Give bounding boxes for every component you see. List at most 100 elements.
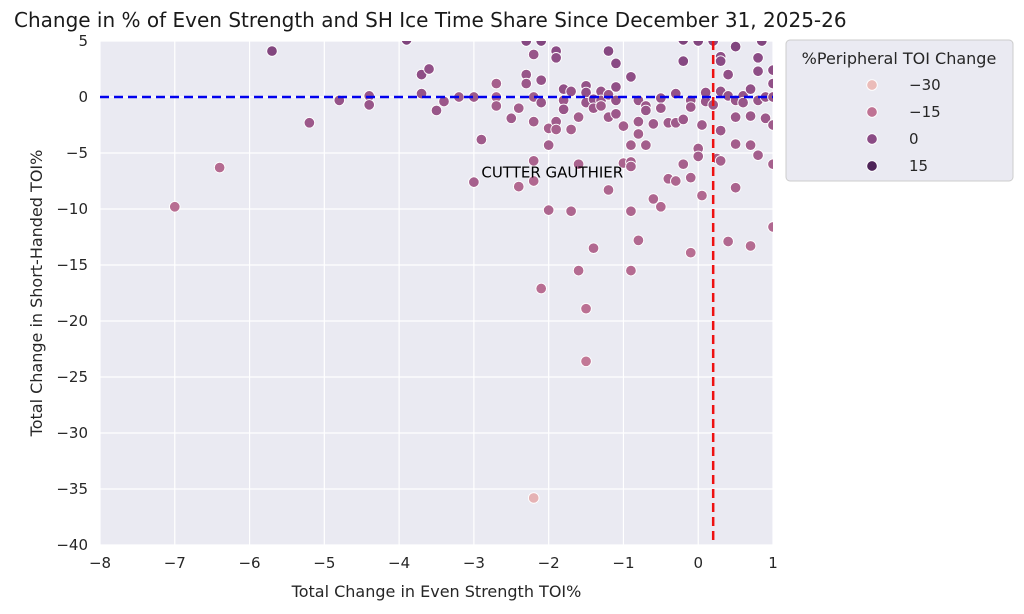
data-point — [647, 118, 660, 130]
data-point — [505, 112, 518, 125]
data-point — [572, 158, 585, 170]
data-point — [767, 64, 773, 76]
data-point — [684, 246, 697, 259]
y-axis-ticks: 5 0 −5 −10 −15 −20 −25 −30 −35 −40 — [56, 32, 88, 554]
data-point — [617, 120, 630, 132]
data-points — [169, 41, 773, 504]
data-point — [625, 205, 637, 217]
y-tick-label: −15 — [56, 256, 88, 274]
data-point — [490, 77, 503, 90]
legend-entry-label: −30 — [909, 76, 941, 94]
data-point — [677, 55, 690, 67]
data-point — [527, 115, 540, 128]
data-point — [767, 221, 773, 233]
data-point — [535, 282, 547, 295]
legend: %Peripheral TOI Change −30 −15 0 15 — [785, 39, 1014, 182]
data-point — [535, 41, 547, 47]
x-axis-ticks: −8 −7 −6 −5 −4 −3 −2 −1 0 1 — [89, 554, 778, 572]
data-point — [490, 100, 503, 112]
y-axis-label: Total Change in Short-Handed TOI% — [27, 150, 46, 438]
data-point — [655, 102, 667, 114]
x-tick-label: −4 — [388, 554, 410, 572]
data-point — [744, 240, 757, 252]
data-point — [752, 52, 764, 64]
data-point — [696, 119, 708, 131]
data-point — [670, 175, 682, 187]
data-point — [550, 123, 562, 136]
data-point — [580, 302, 592, 315]
x-tick-label: 1 — [768, 554, 778, 572]
data-point — [565, 85, 577, 98]
x-tick-label: −6 — [238, 554, 260, 572]
y-tick-label: −35 — [56, 480, 88, 498]
data-point — [677, 158, 690, 170]
y-tick-label: −25 — [56, 368, 88, 386]
x-axis-label: Total Change in Even Strength TOI% — [291, 582, 582, 601]
y-tick-label: 5 — [78, 32, 88, 50]
data-point — [684, 171, 697, 184]
data-point — [756, 41, 768, 47]
data-point — [744, 110, 757, 122]
data-point — [610, 81, 622, 93]
data-point — [692, 150, 704, 163]
legend-box — [785, 39, 1014, 182]
data-point — [587, 242, 600, 254]
data-point — [610, 57, 622, 70]
data-point — [625, 139, 637, 151]
data-point — [430, 104, 443, 117]
data-point — [550, 52, 562, 64]
data-point — [557, 103, 570, 116]
y-tick-label: −5 — [66, 144, 88, 162]
data-point — [475, 133, 488, 146]
data-point — [729, 111, 742, 123]
data-point — [744, 83, 757, 95]
x-tick-label: −7 — [164, 554, 186, 572]
data-point — [572, 111, 585, 123]
data-point — [767, 91, 773, 103]
data-point — [625, 264, 637, 277]
legend-entry-label: −15 — [909, 103, 941, 121]
data-point — [729, 181, 742, 194]
data-point — [752, 65, 764, 77]
y-tick-label: −20 — [56, 312, 88, 330]
data-point — [266, 45, 278, 57]
data-point — [640, 104, 652, 117]
legend-marker — [866, 160, 878, 172]
data-point — [527, 48, 540, 61]
data-point — [213, 161, 226, 174]
data-point — [580, 355, 592, 368]
data-point — [602, 45, 615, 57]
data-point — [752, 149, 764, 161]
data-point — [714, 155, 727, 167]
data-point — [542, 204, 555, 216]
data-point — [602, 184, 615, 196]
data-point — [423, 63, 435, 75]
data-point — [714, 124, 727, 137]
data-point — [520, 41, 532, 47]
legend-marker — [866, 106, 878, 118]
data-point — [513, 180, 525, 193]
data-point — [565, 123, 577, 136]
x-tick-label: −3 — [463, 554, 485, 572]
data-point — [363, 99, 375, 111]
data-point — [572, 264, 585, 277]
data-point — [714, 55, 727, 67]
legend-entry-label: 15 — [909, 157, 928, 175]
player-annotation: CUTTER GAUTHIER — [481, 164, 623, 182]
chart-title: Change in % of Even Strength and SH Ice … — [14, 8, 847, 32]
data-point — [513, 102, 525, 114]
data-point — [744, 139, 757, 151]
data-point — [535, 96, 547, 109]
data-point — [303, 117, 316, 129]
data-point — [169, 201, 181, 213]
y-tick-label: 0 — [78, 88, 88, 106]
data-point — [722, 68, 734, 81]
y-tick-label: −40 — [56, 536, 88, 554]
data-point — [610, 108, 622, 120]
data-point — [737, 96, 749, 109]
data-point — [677, 113, 690, 126]
data-point — [400, 41, 413, 46]
data-point — [632, 234, 645, 247]
data-point — [677, 41, 689, 46]
